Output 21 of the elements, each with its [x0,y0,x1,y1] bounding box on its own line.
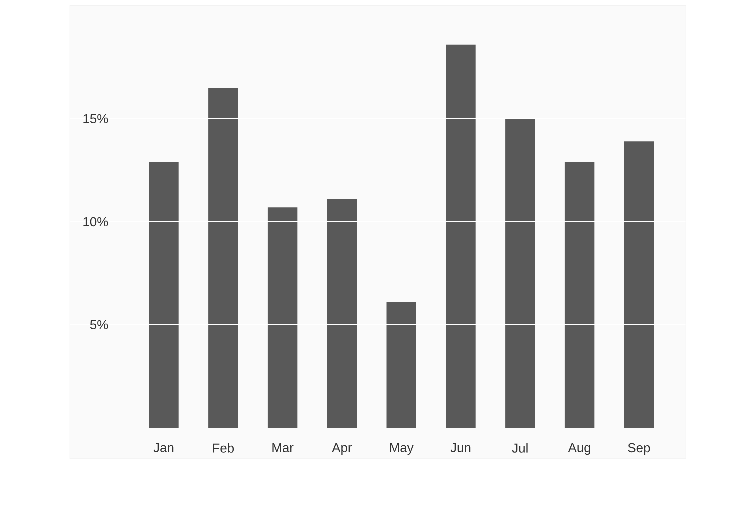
y-tick-label: 15% [84,114,108,124]
x-tick-label: Aug [568,443,590,456]
x-tick-label: Mar [272,443,294,452]
bar [268,208,298,428]
bar [149,162,179,428]
x-tick-label: Jul [512,443,528,453]
bar [327,199,358,428]
bar [386,302,416,428]
bar [506,118,536,428]
x-tick-label: May [390,443,414,456]
bar [208,88,238,428]
x-tick-label: Jan [154,443,174,452]
bar [564,162,595,428]
x-tick-label: Jun [450,443,471,452]
y-tick-label: 10% [84,217,108,227]
x-tick-label: Apr [332,443,352,456]
x-tick-label: Sep [628,443,650,456]
bar [624,142,654,428]
bar [446,44,476,428]
y-tick-label: 5% [90,320,108,330]
x-tick-label: Feb [213,443,234,453]
